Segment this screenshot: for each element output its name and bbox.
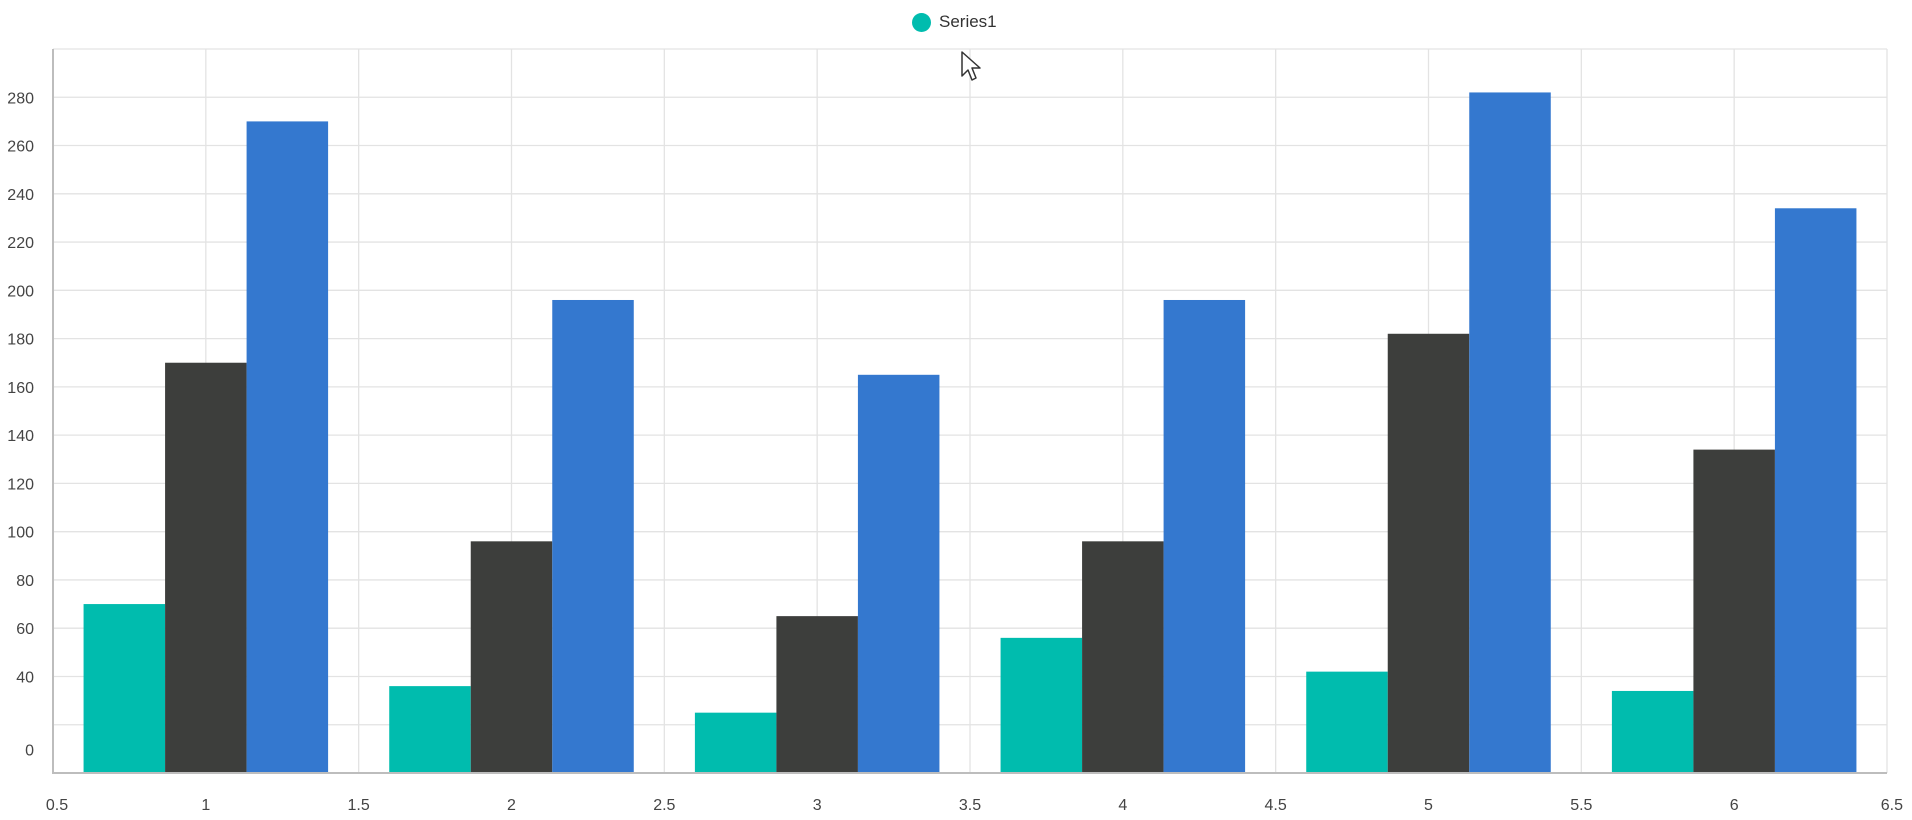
grid bbox=[53, 48, 1888, 773]
bar-series1-x3[interactable] bbox=[694, 712, 777, 773]
bar-series1-x4[interactable] bbox=[1000, 637, 1083, 773]
legend-label: Series1 bbox=[939, 12, 997, 31]
bar-series2-x3[interactable] bbox=[776, 616, 858, 773]
bar-series3-x2[interactable] bbox=[552, 299, 634, 773]
bar-series1-x5[interactable] bbox=[1306, 671, 1388, 773]
y-tick-label: 0 bbox=[25, 743, 34, 760]
bar-series2-x2[interactable] bbox=[470, 541, 553, 773]
axes bbox=[52, 49, 1887, 774]
y-tick-label: 140 bbox=[7, 428, 34, 445]
bar-series2-x6[interactable] bbox=[1693, 449, 1775, 773]
y-tick-label: 180 bbox=[7, 332, 34, 349]
y-tick-label: 100 bbox=[7, 525, 34, 542]
y-tick-label: 240 bbox=[7, 187, 34, 204]
bar-series3-x1[interactable] bbox=[246, 121, 329, 773]
y-tick-label: 120 bbox=[7, 476, 34, 493]
tick-labels: 0 40 60 80 100 120 140 160 180 200 220 240 260 280 0.5… bbox=[7, 90, 1903, 814]
y-tick-label: 40 bbox=[16, 669, 34, 686]
y-tick-label: 220 bbox=[7, 235, 34, 252]
mouse-cursor-icon bbox=[961, 51, 981, 81]
bar-series2-x4[interactable] bbox=[1082, 541, 1164, 773]
legend[interactable]: Series1 bbox=[912, 10, 997, 34]
y-tick-label: 160 bbox=[7, 380, 34, 397]
x-tick-label: 4.5 bbox=[1265, 797, 1287, 814]
bar-series1-x6[interactable] bbox=[1611, 690, 1694, 773]
bar-series1-x2[interactable] bbox=[389, 686, 471, 773]
x-tick-label: 2 bbox=[507, 797, 516, 814]
x-tick-label: 5.5 bbox=[1570, 797, 1592, 814]
x-tick-label: 3.5 bbox=[959, 797, 981, 814]
bar-series3-x3[interactable] bbox=[857, 374, 940, 773]
x-tick-label: 3 bbox=[813, 797, 822, 814]
bar-series3-x6[interactable] bbox=[1774, 208, 1857, 773]
y-tick-label: 260 bbox=[7, 139, 34, 156]
bar-series2-x1[interactable] bbox=[165, 362, 247, 773]
legend-swatch-icon bbox=[912, 12, 931, 32]
y-tick-label: 200 bbox=[7, 283, 34, 300]
bar-series2-x5[interactable] bbox=[1387, 333, 1470, 773]
x-tick-label: 6 bbox=[1730, 797, 1739, 814]
bars bbox=[83, 92, 1857, 773]
bar-series3-x5[interactable] bbox=[1469, 92, 1551, 773]
bar-series3-x4[interactable] bbox=[1163, 299, 1246, 773]
y-tick-label: 60 bbox=[16, 621, 34, 638]
bar-series1-x1[interactable] bbox=[83, 604, 166, 773]
x-tick-label: 4 bbox=[1118, 797, 1127, 814]
y-tick-label: 280 bbox=[7, 90, 34, 107]
x-tick-label: 5 bbox=[1424, 797, 1433, 814]
x-tick-label: 1 bbox=[201, 797, 210, 814]
x-tick-label: 0.5 bbox=[46, 797, 68, 814]
x-tick-label: 2.5 bbox=[653, 797, 675, 814]
x-tick-label: 1.5 bbox=[348, 797, 370, 814]
x-tick-label: 6.5 bbox=[1881, 797, 1903, 814]
y-tick-label: 80 bbox=[16, 573, 34, 590]
